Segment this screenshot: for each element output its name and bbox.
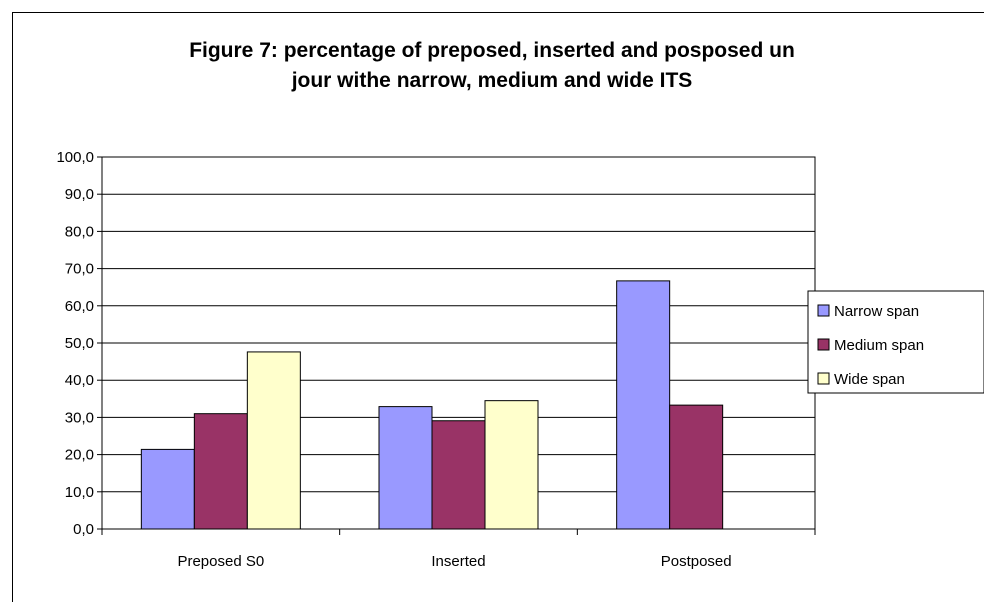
x-category-label: Inserted [431,553,485,570]
legend-swatch [817,338,830,351]
legend-box [807,290,984,394]
bar-medium-span-preposed-s0 [193,413,248,530]
legend-label: Narrow span [834,303,919,320]
chart-frame [12,12,984,602]
y-tick-label: 20,0 [65,447,94,464]
bar-wide-span-inserted [484,400,539,530]
y-tick-label: 40,0 [65,372,94,389]
bar-medium-span-postposed [669,404,724,530]
chart-title: Figure 7: percentage of preposed, insert… [0,36,984,96]
x-category-label: Postposed [661,553,732,570]
legend-label: Wide span [834,371,905,388]
legend-label: Medium span [834,337,924,354]
chart-title-line-2: jour withe narrow, medium and wide ITS [291,69,693,92]
y-tick-label: 30,0 [65,409,94,426]
y-tick-label: 50,0 [65,335,94,352]
y-tick-label: 60,0 [65,298,94,315]
y-tick-label: 100,0 [56,149,94,166]
chart-title-line-1: Figure 7: percentage of preposed, insert… [189,39,795,62]
legend-swatch [817,372,830,385]
y-tick-label: 0,0 [73,521,94,538]
legend-swatch [817,304,830,317]
bar-medium-span-inserted [431,420,486,530]
x-category-label: Preposed S0 [177,553,264,570]
bar-narrow-span-preposed-s0 [140,448,195,530]
y-tick-label: 80,0 [65,223,94,240]
bar-narrow-span-postposed [616,280,671,530]
y-tick-label: 90,0 [65,186,94,203]
bar-wide-span-preposed-s0 [246,351,301,530]
bar-narrow-span-inserted [378,406,433,530]
y-tick-label: 10,0 [65,484,94,501]
y-tick-label: 70,0 [65,261,94,278]
